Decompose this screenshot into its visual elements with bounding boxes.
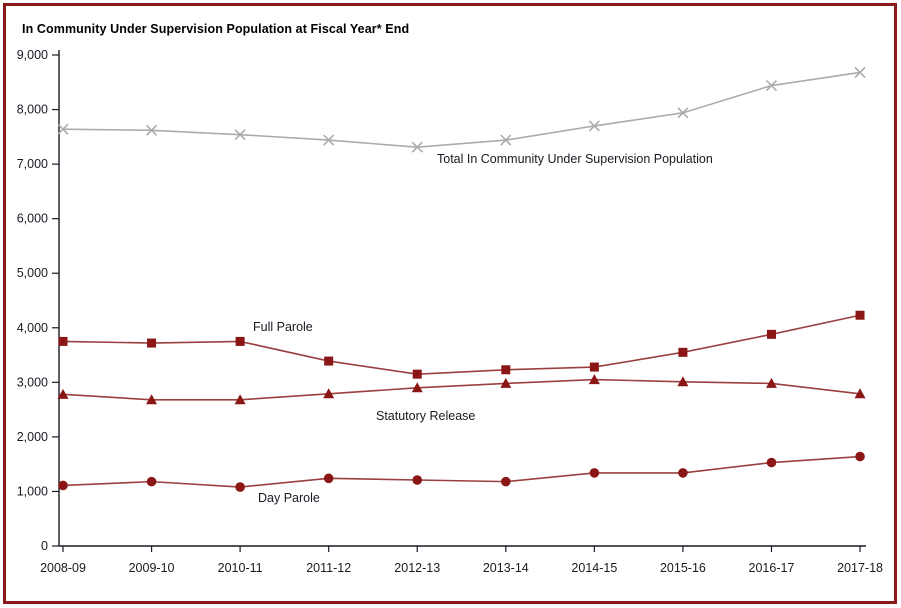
- marker-circle-day-parole: [766, 457, 777, 468]
- marker-triangle-statutory-release: [411, 382, 423, 393]
- marker-circle-day-parole: [235, 482, 245, 492]
- marker-square-full-parole: [235, 336, 245, 346]
- x-tick-label: 2009-10: [129, 561, 175, 575]
- marker-circle-day-parole: [412, 475, 423, 485]
- marker-triangle-statutory-release: [146, 394, 158, 405]
- marker-triangle-statutory-release: [500, 377, 512, 388]
- marker-x-total-in-community-under-supervision-population: [677, 107, 689, 119]
- marker-circle-day-parole: [323, 473, 334, 484]
- marker-circle-day-parole: [678, 468, 688, 478]
- y-tick-label: 6,000: [17, 212, 48, 226]
- marker-square-full-parole: [589, 362, 599, 372]
- y-tick-label: 0: [41, 539, 48, 553]
- marker-x-total-in-community-under-supervision-population: [57, 123, 69, 135]
- series-label-full-parole: Full Parole: [253, 320, 313, 334]
- x-tick-label: 2012-13: [394, 561, 440, 575]
- x-tick-label: 2016-17: [749, 561, 795, 575]
- marker-x-total-in-community-under-supervision-population: [854, 66, 866, 79]
- marker-x-total-in-community-under-supervision-population: [500, 134, 512, 146]
- marker-triangle-statutory-release: [57, 388, 69, 399]
- y-tick-label: 5,000: [17, 266, 48, 280]
- marker-square-full-parole: [324, 356, 334, 366]
- y-tick-label: 2,000: [17, 430, 48, 444]
- x-tick-label: 2013-14: [483, 561, 529, 575]
- series-label-day-parole: Day Parole: [258, 491, 320, 505]
- marker-triangle-statutory-release: [323, 388, 335, 399]
- series-line-statutory-release: [62, 378, 861, 401]
- x-tick-label: 2015-16: [660, 561, 706, 575]
- y-tick-label: 1,000: [17, 484, 48, 498]
- series-line-day-parole: [62, 455, 861, 488]
- series-line-full-parole: [62, 314, 861, 375]
- marker-x-total-in-community-under-supervision-population: [145, 124, 158, 136]
- marker-triangle-statutory-release: [854, 388, 866, 399]
- marker-square-full-parole: [855, 310, 865, 320]
- y-tick-label: 8,000: [17, 103, 48, 117]
- marker-square-full-parole: [766, 329, 776, 339]
- marker-triangle-statutory-release: [588, 374, 600, 385]
- x-tick-label: 2011-12: [306, 561, 351, 575]
- chart-title: In Community Under Supervision Populatio…: [22, 22, 410, 36]
- marker-x-total-in-community-under-supervision-population: [588, 120, 600, 132]
- x-tick-label: 2014-15: [571, 561, 617, 575]
- x-tick-label: 2010-11: [218, 561, 263, 575]
- marker-x-total-in-community-under-supervision-population: [765, 79, 778, 92]
- marker-square-full-parole: [501, 365, 511, 375]
- marker-triangle-statutory-release: [677, 376, 689, 387]
- marker-square-full-parole: [412, 369, 422, 379]
- marker-circle-day-parole: [589, 468, 600, 478]
- marker-triangle-statutory-release: [765, 377, 777, 388]
- series-label-statutory-release: Statutory Release: [376, 409, 475, 423]
- y-tick-label: 3,000: [17, 375, 48, 389]
- marker-circle-day-parole: [58, 480, 68, 491]
- x-tick-label: 2017-18: [837, 561, 883, 575]
- series-label-total-in-community-under-supervision-population: Total In Community Under Supervision Pop…: [437, 152, 713, 166]
- y-tick-label: 7,000: [17, 157, 48, 171]
- marker-circle-day-parole: [146, 476, 157, 487]
- series-line-total-in-community-under-supervision-population: [62, 71, 861, 149]
- marker-square-full-parole: [58, 336, 68, 346]
- marker-circle-day-parole: [855, 451, 865, 462]
- marker-circle-day-parole: [501, 476, 511, 487]
- y-tick-label: 4,000: [17, 321, 48, 335]
- marker-square-full-parole: [147, 338, 157, 348]
- x-tick-label: 2008-09: [40, 561, 86, 575]
- marker-x-total-in-community-under-supervision-population: [323, 134, 335, 146]
- marker-triangle-statutory-release: [234, 394, 246, 405]
- marker-x-total-in-community-under-supervision-population: [411, 141, 423, 153]
- y-tick-label: 9,000: [17, 48, 48, 62]
- marker-x-total-in-community-under-supervision-population: [234, 129, 246, 141]
- marker-square-full-parole: [678, 347, 688, 357]
